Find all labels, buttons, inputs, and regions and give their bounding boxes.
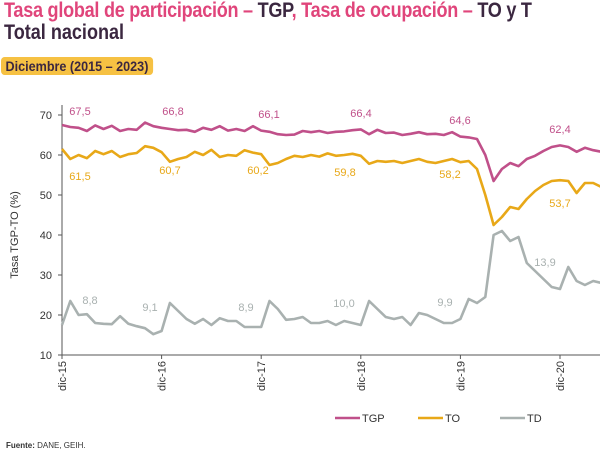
line-chart: 10 20 30 40 50 60 70 dic-15 dic-16 dic-17 dic-18 di…: [9, 105, 600, 425]
y-tick-label: 60: [40, 150, 52, 162]
data-label-to: 60,7: [159, 165, 180, 177]
data-label-tgp: 66,1: [258, 109, 279, 121]
data-label-td: 9,1: [142, 302, 157, 314]
source-note: Fuente: DANE, GEIH.: [6, 441, 86, 450]
y-tick-label: 70: [40, 110, 52, 122]
y-tick-label: 50: [40, 190, 52, 202]
y-tick-label: 10: [40, 350, 52, 362]
x-tick-label: dic-19: [455, 361, 467, 391]
data-label-tgp: 67,5: [69, 106, 90, 118]
series-line-td: [60, 229, 600, 336]
x-tick-label: dic-18: [356, 361, 368, 391]
x-tick-label: dic-20: [555, 361, 567, 391]
source-label: Fuente:: [6, 441, 35, 450]
data-label-to: 59,8: [334, 167, 355, 179]
chart-title: Tasa global de participación – TGP, Tasa…: [4, 0, 532, 22]
y-tick-label: 40: [40, 230, 52, 242]
legend-label-tgp: TGP: [362, 413, 385, 425]
x-tick-label: dic-15: [57, 361, 69, 391]
data-label-td: 8,8: [82, 295, 97, 307]
data-label-to: 53,7: [549, 198, 570, 210]
x-tick-label: dic-17: [256, 361, 268, 391]
y-tick-label: 30: [40, 270, 52, 282]
chart-subtitle: Total nacional: [4, 21, 125, 44]
data-label-td: 13,9: [534, 257, 555, 269]
x-tick-label: dic-16: [157, 361, 169, 391]
title-part: TGP: [257, 0, 292, 22]
source-text: DANE, GEIH.: [34, 441, 86, 450]
legend-label-to: TO: [445, 413, 461, 425]
y-axis-title: Tasa TGP-TO (%): [9, 191, 21, 279]
data-label-tgp: 66,4: [350, 108, 371, 120]
y-tick-label: 20: [40, 310, 52, 322]
data-label-tgp: 66,8: [162, 106, 183, 118]
data-label-tgp: 62,4: [549, 124, 570, 136]
data-label-td: 10,0: [333, 298, 354, 310]
data-label-td: 9,9: [437, 297, 452, 309]
series-line-tgp: [61, 121, 600, 183]
data-label-tgp: 64,6: [449, 115, 470, 127]
data-label-td: 8,9: [238, 302, 253, 314]
title-part: TO y T: [477, 0, 532, 22]
data-label-to: 60,2: [247, 165, 268, 177]
data-label-to: 58,2: [439, 169, 460, 181]
title-part: , Tasa de ocupación –: [291, 0, 478, 22]
title-part: Tasa global de participación –: [4, 0, 258, 22]
legend-label-td: TD: [527, 413, 542, 425]
series-line-to: [60, 144, 600, 227]
period-badge: Diciembre (2015 – 2023): [1, 57, 153, 75]
data-label-to: 61,5: [69, 171, 90, 183]
